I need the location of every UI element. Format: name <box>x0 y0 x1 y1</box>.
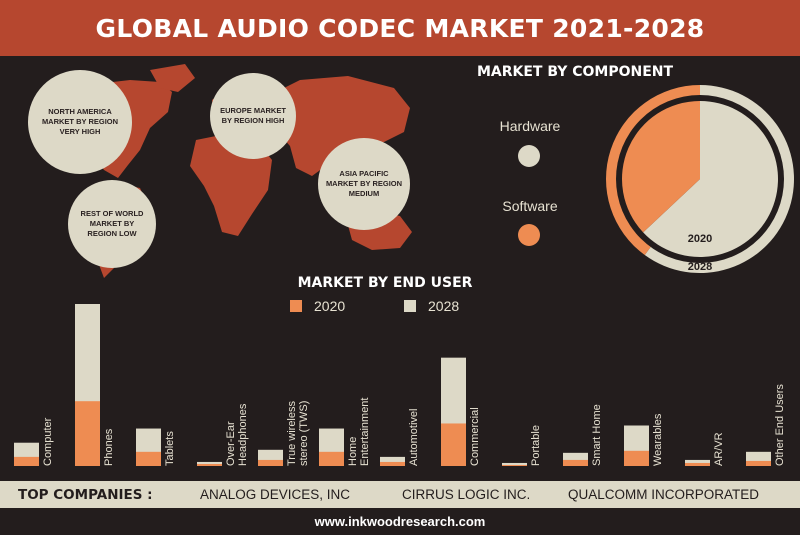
north-america-bubble: NORTH AMERICA MARKET BY REGION VERY HIGH <box>28 70 132 174</box>
top-companies-bar: TOP COMPANIES : ANALOG DEVICES, INC CIRR… <box>0 481 800 508</box>
bar-2020-commercial <box>441 423 466 466</box>
africa-shape <box>190 134 272 236</box>
hardware-legend-label: Hardware <box>499 118 561 134</box>
inner-pie-2020 <box>622 101 778 257</box>
bar-2020-home-entertainment <box>319 451 344 466</box>
donut-outer-year: 2028 <box>688 261 712 273</box>
donut-inner-year: 2020 <box>688 233 712 245</box>
software-legend-dot <box>518 224 540 246</box>
category-label-commercial: Commercial <box>469 407 481 466</box>
legend-2028: 2028 <box>404 298 459 314</box>
component-title: MARKET BY COMPONENT <box>476 64 674 80</box>
bar-2020-phones <box>75 401 100 466</box>
legend-2020-swatch <box>290 300 302 312</box>
legend-2028-label: 2028 <box>428 298 460 314</box>
asia-shape <box>268 76 410 176</box>
category-label-tablets: Tablets <box>164 431 176 466</box>
software-legend-label: Software <box>502 198 558 214</box>
top-companies-label: TOP COMPANIES : <box>18 486 153 503</box>
category-label-smart-home: Smart Home <box>591 404 603 466</box>
legend-2020: 2020 <box>290 298 345 314</box>
bar-2028-portable <box>502 462 527 466</box>
hardware-legend-dot <box>518 145 540 167</box>
greenland-shape <box>150 64 195 92</box>
legend-2020-label: 2020 <box>314 298 346 314</box>
legend-2028-swatch <box>404 300 416 312</box>
title-banner: GLOBAL AUDIO CODEC MARKET 2021-2028 <box>0 0 800 56</box>
category-label-over-ear-headphones: Over-EarHeadphones <box>225 403 249 466</box>
category-label-wearables: Wearables <box>652 413 664 466</box>
europe-bubble: EUROPE MARKET BY REGION HIGH <box>210 73 296 159</box>
bar-2020-computer <box>14 456 39 466</box>
asia-pacific-label: ASIA PACIFIC MARKET BY REGION MEDIUM <box>325 169 403 198</box>
bar-2020-true-wireless-stereo-tws <box>258 459 283 466</box>
category-label-computer: Computer <box>42 417 54 466</box>
rest-of-world-label: REST OF WORLD MARKET BY REGION LOW <box>80 209 144 238</box>
bar-2020-smart-home <box>563 459 588 466</box>
europe-label: EUROPE MARKET BY REGION HIGH <box>220 106 286 125</box>
category-label-home-entertainment: HomeEntertainment <box>347 398 371 466</box>
asia-pacific-bubble: ASIA PACIFIC MARKET BY REGION MEDIUM <box>318 138 410 230</box>
category-label-portable: Portable <box>530 425 542 466</box>
category-label-phones: Phones <box>103 428 115 466</box>
category-label-other-end-users: Other End Users <box>774 384 786 466</box>
end-user-title: MARKET BY END USER <box>297 275 473 291</box>
bar-2020-over-ear-headphones <box>197 463 222 466</box>
bar-2020-other-end-users <box>746 460 771 466</box>
company-qualcomm: QUALCOMM INCORPORATED <box>568 487 760 502</box>
rest-of-world-bubble: REST OF WORLD MARKET BY REGION LOW <box>68 180 156 268</box>
bar-2020-tablets <box>136 451 161 466</box>
website-link[interactable]: www.inkwoodresearch.com <box>314 514 486 529</box>
component-donut-chart: 2020 2028 <box>606 85 795 273</box>
page-title: GLOBAL AUDIO CODEC MARKET 2021-2028 <box>95 13 705 43</box>
bar-2020-automotivel <box>380 461 405 466</box>
company-analog-devices: ANALOG DEVICES, INC <box>200 487 351 502</box>
north-america-label: NORTH AMERICA MARKET BY REGION VERY HIGH <box>41 107 119 136</box>
bar-2020-wearables <box>624 450 649 466</box>
bar-2028-automotivel <box>380 456 405 466</box>
end-user-bar-chart: Computer Phones Tablets Over-EarHeadphones T… <box>14 304 786 466</box>
company-cirrus-logic: CIRRUS LOGIC INC. <box>402 487 531 502</box>
category-label-ar-vr: AR/VR <box>713 432 725 466</box>
category-label-true-wireless-stereo-tws: True wirelessstereo (TWS) <box>286 401 310 466</box>
bar-2020-ar-vr <box>685 462 710 466</box>
bar-2020-portable <box>502 464 527 466</box>
2020-software-slice <box>622 101 700 233</box>
category-label-automotivel: Automotivel <box>408 409 420 466</box>
2020-hardware-slice <box>643 101 778 257</box>
